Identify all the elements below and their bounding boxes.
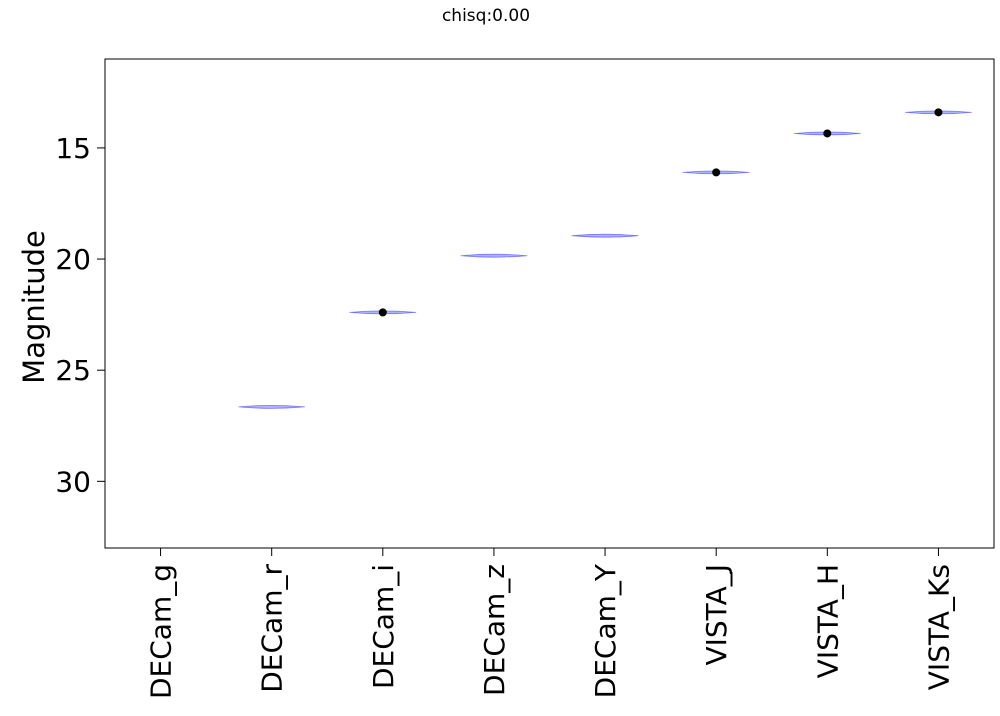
y-tick-label: 25	[55, 354, 91, 387]
y-tick-label: 20	[55, 243, 91, 276]
x-tick-label: VISTA_J	[700, 564, 733, 666]
x-tick-label: DECam_g	[145, 564, 178, 699]
y-axis: 15 20 25 30	[55, 132, 105, 498]
x-axis: DECam_g DECam_r DECam_i DECam_z DECam_Y VISTA…	[145, 548, 955, 699]
observed-data-point	[934, 108, 943, 117]
model-violin-mark	[238, 404, 306, 409]
y-axis-label: Magnitude	[17, 230, 51, 384]
plot-frame	[104, 58, 995, 549]
plot-marks	[238, 108, 972, 409]
x-tick-label: VISTA_H	[811, 564, 844, 678]
y-tick-label: 15	[55, 132, 91, 165]
observed-data-point	[712, 168, 721, 177]
y-tick-label: 30	[55, 465, 91, 498]
chart-title: chisq:0.00	[442, 6, 530, 26]
model-violin-mark	[571, 233, 639, 238]
observed-data-point	[378, 308, 387, 317]
x-tick-label: DECam_r	[256, 564, 289, 693]
x-tick-label: DECam_z	[478, 564, 511, 696]
observed-data-point	[823, 129, 832, 138]
x-tick-label: VISTA_Ks	[922, 564, 955, 690]
x-tick-label: DECam_Y	[589, 563, 622, 698]
model-violin-mark	[460, 253, 528, 258]
x-tick-label: DECam_i	[367, 564, 400, 689]
